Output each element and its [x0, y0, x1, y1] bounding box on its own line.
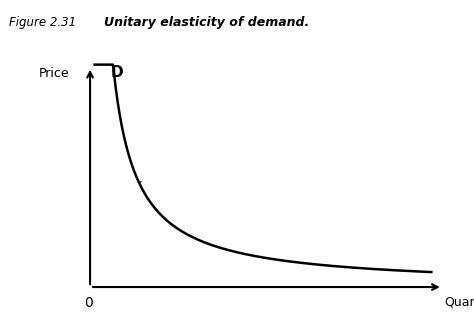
- Text: 0: 0: [84, 296, 92, 310]
- Text: Unitary elasticity of demand.: Unitary elasticity of demand.: [104, 16, 310, 29]
- Text: Price: Price: [38, 67, 69, 80]
- Text: Quantity: Quantity: [445, 296, 474, 309]
- Text: D: D: [111, 65, 124, 80]
- Text: ’: ’: [137, 181, 141, 191]
- Text: Figure 2.31: Figure 2.31: [9, 16, 77, 29]
